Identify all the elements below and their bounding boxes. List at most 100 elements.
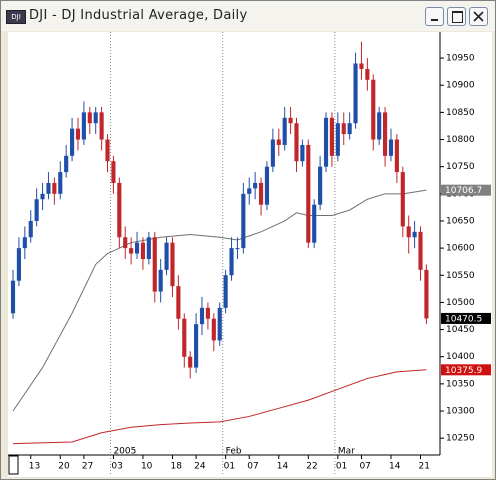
candle-body bbox=[282, 117, 287, 145]
close-icon bbox=[473, 11, 484, 22]
candle-body bbox=[81, 112, 86, 140]
candle-body bbox=[347, 123, 352, 135]
y-tick-label: 10350 bbox=[446, 379, 475, 389]
candle-body bbox=[406, 226, 411, 238]
y-tick-label: 10650 bbox=[446, 216, 475, 226]
candle-body bbox=[247, 188, 252, 194]
price-tag bbox=[441, 364, 491, 376]
candle-body bbox=[152, 237, 157, 292]
candle-body bbox=[424, 269, 429, 319]
x-tick-label: 03 bbox=[111, 462, 122, 472]
candle-body bbox=[170, 242, 175, 287]
candle-body bbox=[75, 128, 81, 140]
maximize-button[interactable] bbox=[447, 7, 466, 26]
candle-body bbox=[117, 182, 122, 238]
candle-body bbox=[87, 112, 92, 124]
y-tick-label: 10900 bbox=[446, 81, 475, 91]
candle-body bbox=[270, 139, 275, 167]
candle-body bbox=[223, 275, 228, 308]
candle-body bbox=[28, 220, 33, 238]
candle-body bbox=[211, 318, 216, 341]
candle-body bbox=[329, 117, 334, 156]
candle-body bbox=[241, 193, 246, 249]
plot-area bbox=[8, 32, 440, 455]
y-tick-label: 10600 bbox=[446, 244, 475, 254]
x-tick-label: 27 bbox=[82, 462, 93, 472]
y-tick-label: 10400 bbox=[446, 352, 475, 362]
moving-average-line bbox=[13, 369, 427, 445]
candle-body bbox=[158, 269, 163, 292]
y-tick-label: 10300 bbox=[446, 407, 475, 417]
candle-body bbox=[16, 248, 21, 281]
candle-body bbox=[412, 231, 417, 238]
candle-body bbox=[99, 112, 104, 140]
candle-body bbox=[229, 248, 234, 276]
candle-body bbox=[359, 63, 364, 69]
x-tick-label: 14 bbox=[389, 462, 401, 472]
x-tick-label: 01 bbox=[224, 462, 235, 472]
y-tick-label: 10950 bbox=[446, 54, 475, 64]
candle-body bbox=[365, 68, 370, 80]
x-tick-label: 24 bbox=[194, 462, 206, 472]
candle-body bbox=[264, 166, 270, 205]
candle-body bbox=[176, 286, 181, 319]
candle-body bbox=[335, 123, 340, 156]
x-tick-label: 13 bbox=[29, 462, 40, 472]
candle-body bbox=[205, 307, 210, 319]
x-tick-label: 07 bbox=[359, 462, 370, 472]
y-tick-label: 10450 bbox=[446, 325, 475, 335]
candle-body bbox=[64, 155, 69, 173]
candle-body bbox=[253, 182, 258, 189]
x-axis-area bbox=[8, 455, 492, 477]
y-tick-label: 10800 bbox=[446, 135, 475, 145]
candle-body bbox=[129, 248, 134, 254]
title-bar: DJI DJI - DJ Industrial Average, Daily bbox=[1, 1, 495, 31]
price-tag-label: 10375.9 bbox=[445, 366, 482, 376]
minimize-button[interactable] bbox=[425, 7, 444, 26]
candle-body bbox=[294, 123, 299, 162]
candle-body bbox=[10, 280, 16, 314]
candle-body bbox=[276, 139, 281, 145]
app-icon: DJI bbox=[6, 10, 26, 24]
candle-body bbox=[377, 112, 382, 140]
candle-body bbox=[258, 182, 264, 205]
candle-body bbox=[300, 144, 305, 162]
x-tick-label: 22 bbox=[306, 462, 317, 472]
scroll-marker[interactable] bbox=[8, 455, 19, 475]
candle-body bbox=[288, 117, 293, 124]
price-tag bbox=[441, 312, 491, 324]
candle-body bbox=[371, 79, 376, 140]
candle-body bbox=[146, 237, 151, 259]
candle-body bbox=[70, 128, 75, 156]
candle-body bbox=[323, 117, 329, 167]
candle-body bbox=[93, 112, 98, 124]
month-label: 2005 bbox=[113, 447, 136, 457]
candle-body bbox=[111, 161, 116, 183]
y-tick-label: 10250 bbox=[446, 434, 475, 444]
candle-body bbox=[58, 172, 63, 194]
candle-body bbox=[194, 324, 199, 368]
window-title: DJI - DJ Industrial Average, Daily bbox=[29, 8, 248, 23]
close-button[interactable] bbox=[469, 7, 488, 26]
candle-body bbox=[235, 248, 240, 250]
candle-body bbox=[46, 182, 51, 194]
candle-body bbox=[34, 199, 39, 221]
candle-body bbox=[140, 242, 146, 259]
candle-body bbox=[318, 166, 323, 205]
candle-body bbox=[22, 237, 27, 249]
candle-body bbox=[418, 231, 423, 270]
candle-body bbox=[199, 307, 205, 325]
price-tag-label: 10470.5 bbox=[445, 314, 482, 324]
candle-body bbox=[353, 63, 358, 124]
candle-body bbox=[312, 204, 317, 243]
x-tick-label: 21 bbox=[419, 462, 430, 472]
y-tick-label: 10550 bbox=[446, 271, 475, 281]
y-axis-area bbox=[440, 32, 492, 455]
candle-body bbox=[217, 307, 222, 341]
candle-body bbox=[388, 139, 394, 156]
y-tick-label: 10850 bbox=[446, 108, 475, 118]
x-tick-label: 01 bbox=[336, 462, 347, 472]
candle-body bbox=[400, 172, 405, 227]
candle-body bbox=[394, 139, 399, 173]
